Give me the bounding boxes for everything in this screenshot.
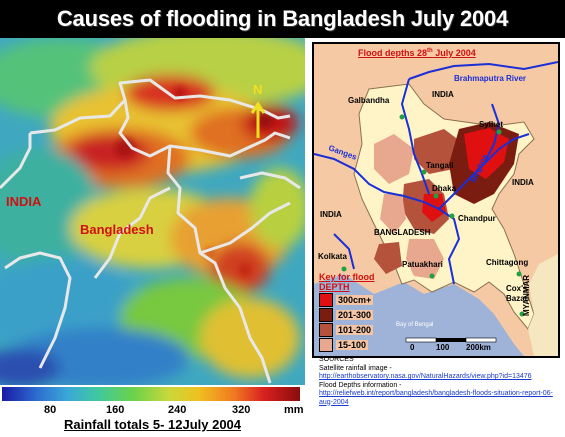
kolkata-label: Kolkata (318, 252, 347, 261)
rainfall-caption: Rainfall totals 5- 12July 2004 (63, 417, 242, 432)
india-north-label: INDIA (432, 90, 454, 99)
north-arrow-icon (250, 101, 266, 138)
legend-label: 101-200 (336, 325, 374, 335)
india-west-label: INDIA (320, 210, 342, 219)
rivers (314, 61, 558, 285)
chittagong-label: Chittagong (486, 258, 529, 267)
legend-swatch (319, 293, 333, 307)
india-label: INDIA (6, 194, 42, 209)
source-link-nasa[interactable]: http://earthobservatory.nasa.gov/Natural… (319, 373, 532, 380)
flood-depth-map: Flood depths 28th July 2004 Brahmaputra … (312, 42, 560, 358)
legend-swatch (319, 323, 333, 337)
bay-of-bengal (314, 274, 524, 356)
colorbar-tick: 240 (168, 404, 187, 416)
colorbar-tick: 320 (232, 404, 251, 416)
sources-line1: Satellite rainfall image - (319, 364, 392, 372)
bazar-label: Bazar (506, 294, 528, 303)
bay-label: Bay of Bengal (396, 322, 434, 328)
source-link-reliefweb[interactable]: http://reliefweb.int/report/bangladesh/b… (319, 390, 553, 406)
legend-title-line2: DEPTH (319, 282, 350, 292)
legend-item: 101-200 (319, 323, 375, 337)
legend-item: 201-300 (319, 308, 375, 322)
flood-map-title-rest: July 2004 (432, 48, 476, 58)
colorbar-tick: 80 (44, 404, 57, 416)
coxs-label: Cox's (506, 284, 528, 293)
legend-item: 15-100 (319, 338, 375, 352)
legend-label: 300cm+ (336, 295, 374, 305)
legend-label: 201-300 (336, 310, 374, 320)
sources-line2: Flood Depths information - (319, 381, 402, 389)
legend-label: 15-100 (336, 340, 369, 350)
myanmar-label: MYANMAR (522, 274, 531, 316)
scale-tick: 0 (410, 343, 415, 352)
scale-tick: 100 (436, 343, 450, 352)
brahmaputra-label: Brahmaputra River (454, 74, 527, 83)
legend-swatch (319, 308, 333, 322)
patuakhari-label: Patuakhari (402, 260, 443, 269)
title-bar: Causes of flooding in Bangladesh July 20… (0, 0, 565, 38)
colorbar-tick: 160 (106, 404, 125, 416)
page-title: Causes of flooding in Bangladesh July 20… (56, 6, 509, 31)
flood-panel: Flood depths 28th July 2004 Brahmaputra … (305, 38, 565, 437)
flood-map-image (314, 44, 558, 356)
north-label: N (253, 82, 263, 97)
sources: SOURCES Satellite rainfall image - http:… (319, 356, 563, 407)
rainfall-map: INDIA Bangladesh N (0, 38, 305, 385)
india-east-label: INDIA (512, 178, 534, 187)
rainfall-scale: 80 160 240 320 mm Rainfall totals 5- 12J… (0, 385, 305, 437)
legend-swatch (319, 338, 333, 352)
legend-item: 300cm+ (319, 293, 375, 307)
bangladesh-label: Bangladesh (80, 222, 154, 237)
legend-title-line1: Key for flood (319, 272, 375, 282)
flood-zones (374, 122, 519, 279)
scale-bar (405, 337, 497, 343)
city-dots (341, 114, 525, 317)
dhaka-label: Dhaka (432, 184, 457, 193)
flood-legend: Key for flood DEPTH 300cm+ 201-300 101-2… (319, 272, 375, 352)
chandpur-label: Chandpur (458, 214, 496, 223)
galbandha-label: Galbandha (348, 96, 390, 105)
rainfall-image (0, 38, 305, 385)
flood-map-title-main: Flood depths 28 (358, 48, 428, 58)
rainfall-colorbar (2, 387, 300, 401)
bangladesh-label: BANGLADESH (374, 228, 431, 237)
sylhet-label: Sylhet (479, 120, 504, 129)
scale-tick: 200km (466, 343, 491, 352)
colorbar-unit: mm (284, 404, 304, 416)
sources-heading: SOURCES (319, 356, 354, 363)
tangail-label: Tangail (426, 161, 454, 170)
flood-map-title-sup: th (427, 48, 433, 54)
flood-map-title: Flood depths 28th July 2004 (358, 48, 476, 58)
